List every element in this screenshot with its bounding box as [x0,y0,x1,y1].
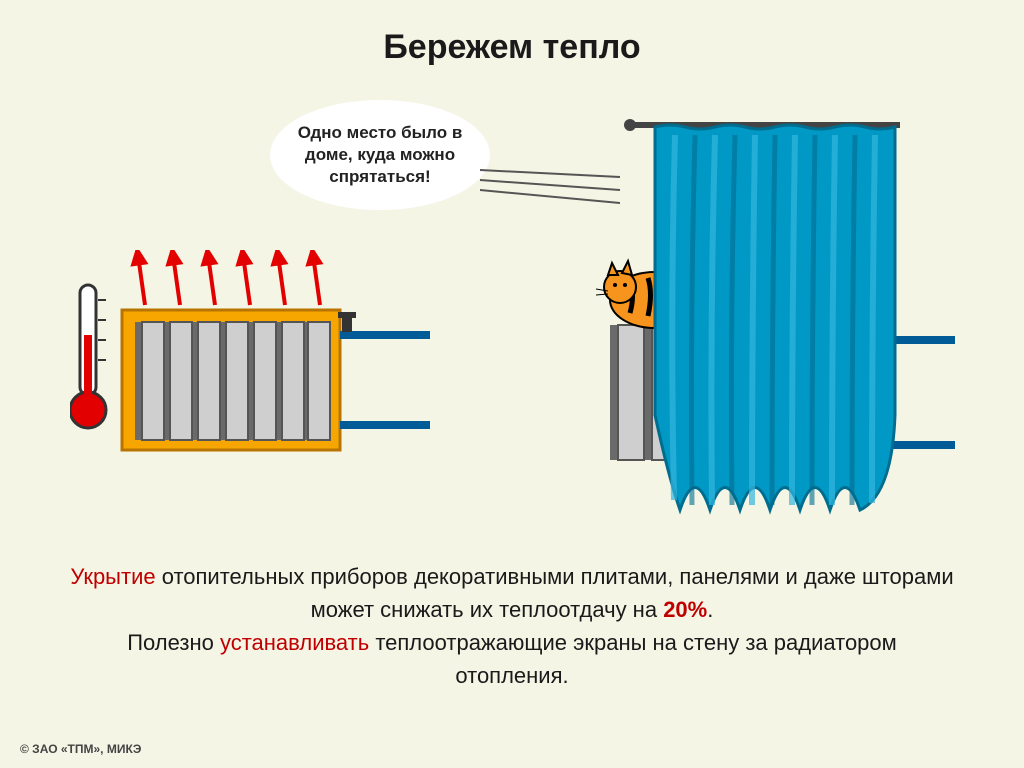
caption-t2a: Полезно [127,630,220,655]
valve-icon [342,318,352,332]
speech-text: Одно место было в доме, куда можно спрят… [298,123,463,186]
caption-hl1: Укрытие [70,564,155,589]
caption-t1: отопительных приборов декоративными плит… [156,564,954,622]
heat-arrows [131,250,326,306]
caption-pct: 20% [663,597,707,622]
curtain-icon [655,125,895,510]
left-illustration [70,250,430,510]
caption-hl2: устанавливать [220,630,369,655]
thermometer-icon [70,285,106,428]
page-title: Бережем тепло [0,0,1024,67]
right-illustration [560,115,980,515]
caption-text: Укрытие отопительных приборов декоративн… [70,560,954,692]
footer-copyright: © ЗАО «ТПМ», МИКЭ [20,742,141,756]
caption-t2c: теплоотражающие экраны на стену за радиа… [369,630,897,688]
caption-dot: . [707,597,713,622]
radiator-left [135,322,330,440]
speech-bubble: Одно место было в доме, куда можно спрят… [270,100,490,210]
